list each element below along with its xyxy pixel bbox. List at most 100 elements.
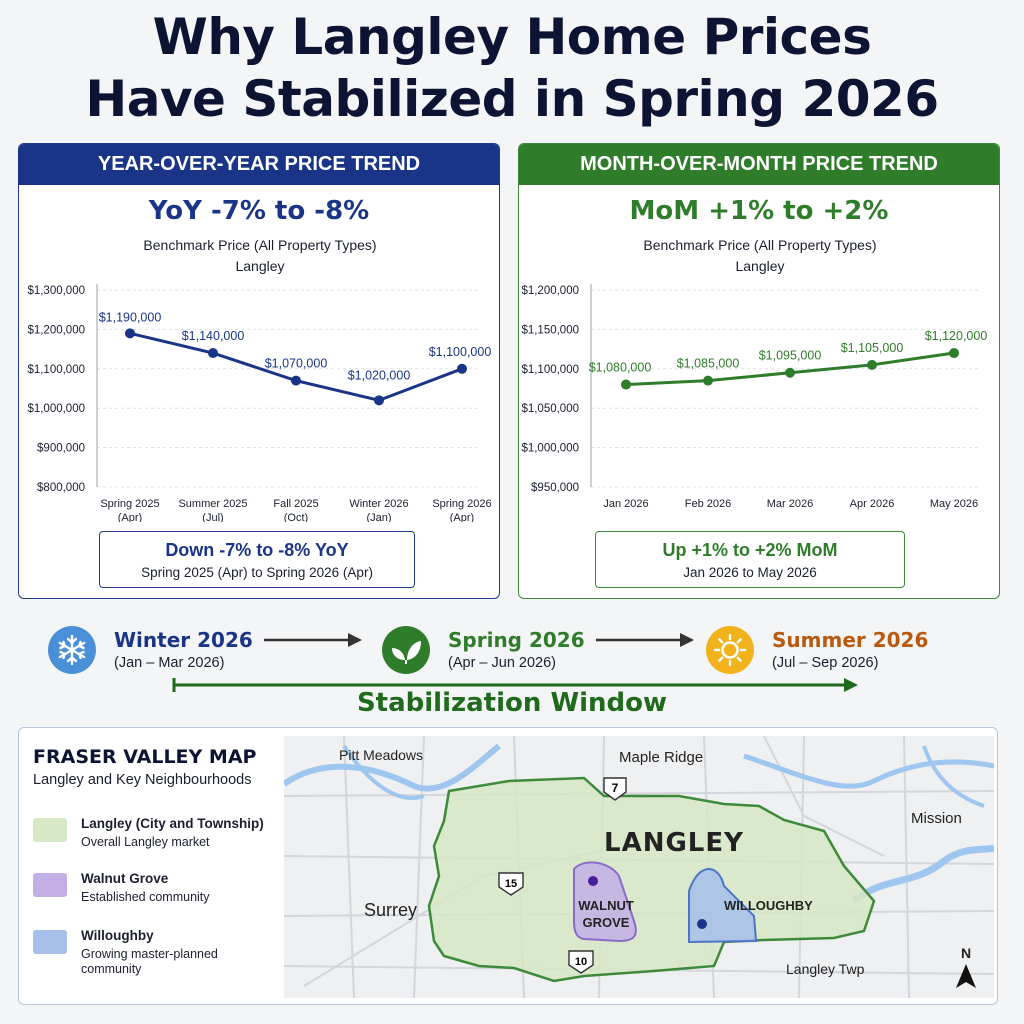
season-spring: Spring 2026 (Apr – Jun 2026) (382, 618, 602, 678)
mom-panel: MONTH-OVER-MONTH PRICE TREND MoM +1% to … (518, 143, 1000, 599)
label-langley: LANGLEY (604, 828, 744, 858)
title-line-1: Why Langley Home Prices (152, 8, 872, 66)
y-tick-label: $1,150,000 (521, 324, 579, 336)
data-label: $1,095,000 (759, 349, 822, 363)
yoy-callout-sub: Spring 2025 (Apr) to Spring 2026 (Apr) (141, 565, 373, 580)
chart-title: Benchmark Price (All Property Types) (143, 237, 376, 253)
arrow-right-icon (264, 633, 362, 647)
label-willoughby: WILLOUGHBY (724, 898, 813, 913)
mom-callout-main: Up +1% to +2% MoM (662, 540, 838, 560)
svg-text:7: 7 (612, 781, 619, 795)
y-tick-label: $1,200,000 (521, 285, 579, 297)
highway-10-shield: 10 (568, 950, 594, 974)
y-tick-label: $1,000,000 (27, 403, 85, 415)
map-canvas: 7 15 10 Pitt Meadows Maple Ridge Mission… (284, 736, 994, 998)
arrow-right-icon (596, 633, 694, 647)
x-tick-label: Jan 2026 (603, 498, 648, 510)
highway-15-shield: 15 (498, 872, 524, 896)
data-label: $1,080,000 (589, 361, 652, 375)
legend-swatch (33, 818, 67, 842)
map-legend: FRASER VALLEY MAP Langley and Key Neighb… (19, 728, 284, 1004)
map-title: FRASER VALLEY MAP (33, 746, 257, 768)
legend-desc: Overall Langley market (81, 835, 210, 849)
legend-swatch (33, 930, 67, 954)
y-tick-label: $1,200,000 (27, 324, 85, 336)
x-tick-label: (Apr) (118, 512, 142, 522)
x-tick-label: Summer 2025 (178, 498, 247, 510)
label-walnut: WALNUT (578, 898, 634, 913)
data-point (949, 348, 959, 359)
legend-name: Willoughby (81, 928, 154, 943)
data-point (621, 379, 631, 390)
leaf-icon (382, 626, 430, 674)
y-tick-label: $1,100,000 (27, 364, 85, 376)
x-tick-label: (Jan) (366, 512, 391, 522)
svg-text:10: 10 (575, 956, 587, 968)
y-tick-label: $1,000,000 (521, 443, 579, 455)
x-tick-label: (Jul) (202, 512, 223, 522)
data-point (785, 367, 795, 378)
x-tick-label: Apr 2026 (850, 498, 895, 510)
mom-panel-header: MONTH-OVER-MONTH PRICE TREND (519, 144, 999, 185)
data-label: $1,120,000 (925, 329, 988, 343)
yoy-callout-main: Down -7% to -8% YoY (165, 540, 349, 560)
snowflake-icon (48, 626, 96, 674)
season-range: (Jan – Mar 2026) (114, 655, 225, 671)
x-tick-label: Winter 2026 (349, 498, 408, 510)
walnut-grove-marker (588, 876, 598, 886)
legend-item-willoughby: Willoughby Growing master-planned commun… (33, 928, 283, 978)
x-tick-label: Spring 2026 (432, 498, 491, 510)
x-tick-label: Feb 2026 (685, 498, 731, 510)
willoughby-marker (697, 919, 707, 929)
data-label: $1,020,000 (348, 368, 411, 382)
data-point (867, 359, 877, 370)
label-surrey: Surrey (364, 900, 417, 920)
legend-item-langley: Langley (City and Township) Overall Lang… (33, 816, 283, 866)
x-tick-label: (Oct) (284, 512, 308, 522)
y-tick-label: $950,000 (531, 482, 579, 494)
map-subtitle: Langley and Key Neighbourhoods (33, 772, 252, 788)
label-maple-ridge: Maple Ridge (619, 749, 703, 766)
label-mission: Mission (911, 810, 962, 827)
season-winter: Winter 2026 (Jan – Mar 2026) (48, 618, 268, 678)
data-point (374, 395, 384, 406)
data-label: $1,100,000 (429, 345, 492, 359)
data-point (291, 375, 301, 386)
stabilization-arrow (172, 678, 858, 692)
fraser-river (284, 743, 994, 904)
y-tick-label: $900,000 (37, 443, 85, 455)
yoy-big-stat: YoY -7% to -8% (148, 196, 370, 226)
x-tick-label: (Apr) (450, 512, 474, 522)
mom-callout: Up +1% to +2% MoM Jan 2026 to May 2026 (595, 531, 905, 588)
legend-desc: Established community (81, 890, 210, 904)
label-pitt-meadows: Pitt Meadows (339, 747, 423, 763)
label-langley-twp: Langley Twp (786, 961, 865, 977)
yoy-line-chart: Benchmark Price (All Property Types) Lang… (27, 237, 492, 522)
data-label: $1,140,000 (182, 329, 245, 343)
data-label: $1,085,000 (677, 357, 740, 371)
legend-name: Langley (City and Township) (81, 816, 264, 831)
y-tick-label: $800,000 (37, 482, 85, 494)
x-tick-label: Fall 2025 (273, 498, 318, 510)
mom-big-stat: MoM +1% to +2% (629, 196, 889, 226)
mom-callout-sub: Jan 2026 to May 2026 (683, 565, 817, 580)
x-tick-label: Spring 2025 (100, 498, 159, 510)
data-label: $1,070,000 (265, 357, 328, 371)
legend-swatch (33, 873, 67, 897)
y-tick-label: $1,050,000 (521, 403, 579, 415)
sun-icon (706, 626, 754, 674)
data-label: $1,105,000 (841, 341, 904, 355)
page-title: Why Langley Home Prices Have Stabilized … (0, 6, 1024, 130)
stabilization-window-label: Stabilization Window (356, 688, 668, 718)
highway-7-shield: 7 (603, 777, 627, 801)
data-label: $1,190,000 (99, 310, 162, 324)
yoy-panel: YEAR-OVER-YEAR PRICE TREND YoY -7% to -8… (18, 143, 500, 599)
yoy-panel-header: YEAR-OVER-YEAR PRICE TREND (19, 144, 499, 185)
season-range: (Apr – Jun 2026) (448, 655, 557, 671)
data-point (208, 348, 218, 359)
legend-desc: Growing master-planned community (81, 947, 218, 976)
yoy-callout: Down -7% to -8% YoY Spring 2025 (Apr) to… (99, 531, 415, 588)
data-point (703, 375, 713, 386)
x-tick-label: Mar 2026 (767, 498, 813, 510)
season-range: (Jul – Sep 2026) (772, 655, 879, 671)
